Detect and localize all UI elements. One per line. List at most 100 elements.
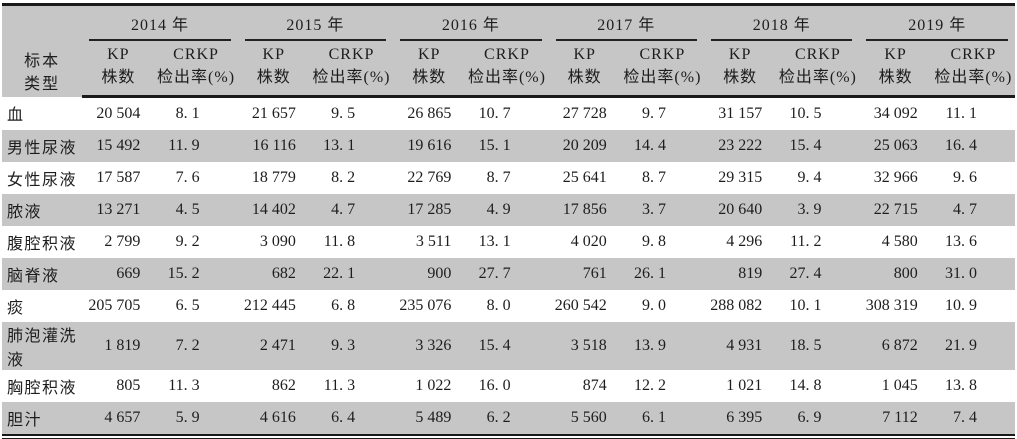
specimen-type-cell: 血 xyxy=(7,107,25,125)
specimen-type-cell: 胆汁 xyxy=(7,412,43,429)
table-row: 女性尿液 17 587 7. 6 18 779 8. 2 22 769 8. 7 25 641… xyxy=(2,162,1015,194)
kp-count-cell: 308 319 xyxy=(865,297,918,314)
crkp-rate-header: CRKP 检出率(%) xyxy=(620,41,705,98)
crkp-rate-cell: 15. 4 xyxy=(789,137,822,154)
kp-count-cell: 761 xyxy=(582,265,607,282)
year-label: 2015 年 xyxy=(244,6,387,41)
crkp-rate-cell: 31. 0 xyxy=(945,265,977,282)
crkp-rate-cell: 13. 9 xyxy=(634,337,667,354)
crkp-rate-cell: 10. 5 xyxy=(789,105,822,122)
kp-count-cell: 25 063 xyxy=(873,137,918,154)
crkp-rate-cell: 6. 5 xyxy=(175,297,200,314)
crkp-rate-cell: 11. 2 xyxy=(790,233,822,250)
kp-count-cell: 4 616 xyxy=(259,409,296,426)
crkp-rate-cell: 13. 1 xyxy=(323,137,356,154)
specimen-type-cell: 女性尿液 xyxy=(7,172,78,189)
specimen-type-cell: 痰 xyxy=(7,300,25,317)
kp-count-cell: 34 092 xyxy=(873,105,918,122)
crkp-rate-cell: 13. 1 xyxy=(478,233,511,250)
kp-count-cell: 26 865 xyxy=(407,105,452,122)
specimen-type-cell: 肺泡灌洗液 xyxy=(7,328,78,369)
kp-count-cell: 235 076 xyxy=(399,297,452,314)
crkp-rate-cell: 15. 2 xyxy=(167,265,200,282)
crkp-rate-cell: 8. 7 xyxy=(486,169,511,186)
kp-count-cell: 669 xyxy=(116,265,141,282)
crkp-rate-cell: 7. 4 xyxy=(953,409,977,426)
kp-count-cell: 900 xyxy=(427,265,452,282)
year-label: 2018 年 xyxy=(711,6,853,41)
kp-count-cell: 682 xyxy=(271,265,296,282)
table-row: 脓液 13 271 4. 5 14 402 4. 7 17 285 4. 9 17 856 3.… xyxy=(2,194,1015,226)
crkp-rate-cell: 9. 7 xyxy=(642,105,667,122)
kp-sub-label: 株数 xyxy=(567,69,602,86)
table-row: 胆汁 4 657 5. 9 4 616 6. 4 5 489 6. 2 5 560 6. 1 6 … xyxy=(2,402,1015,435)
kp-count-cell: 205 705 xyxy=(88,297,141,314)
kp-count-cell: 6 395 xyxy=(726,409,763,426)
crkp-rate-cell: 9. 0 xyxy=(642,297,667,314)
crkp-rate-cell: 5. 9 xyxy=(175,409,200,426)
crkp-rate-header: CRKP 检出率(%) xyxy=(154,41,238,98)
kp-count-cell: 4 296 xyxy=(726,233,763,250)
crkp-rate-cell: 27. 4 xyxy=(789,265,822,282)
kp-count-cell: 18 779 xyxy=(251,169,296,186)
specimen-type-header: 标本 类型 xyxy=(2,4,83,97)
year-header: 2019 年 xyxy=(859,4,1015,41)
crkp-rate-cell: 15. 1 xyxy=(478,137,511,154)
crkp-rate-cell: 9. 8 xyxy=(642,233,667,250)
crkp-rate-header: CRKP 检出率(%) xyxy=(465,41,549,98)
kp-count-cell: 4 931 xyxy=(726,337,763,354)
kp-count-cell: 17 285 xyxy=(407,201,452,218)
crkp-rate-cell: 10. 1 xyxy=(789,297,822,314)
crkp-sub-label: 检出率(%) xyxy=(934,69,1013,86)
crkp-label: CRKP xyxy=(173,45,219,63)
kp-count-cell: 3 518 xyxy=(570,337,607,354)
year-header: 2017 年 xyxy=(548,4,705,41)
kp-count-cell: 3 511 xyxy=(415,233,452,250)
kp-count-cell: 819 xyxy=(738,265,763,282)
crkp-rate-header: CRKP 检出率(%) xyxy=(931,41,1015,98)
kp-count-cell: 17 856 xyxy=(562,201,607,218)
kp-count-cell: 25 641 xyxy=(562,169,607,186)
kp-count-header: KP 株数 xyxy=(704,41,777,98)
crkp-rate-cell: 11. 1 xyxy=(945,105,977,122)
table-row: 男性尿液 15 492 11. 9 16 116 13. 1 19 616 15. 1 20 … xyxy=(2,130,1015,162)
kp-count-cell: 4 657 xyxy=(104,409,141,426)
crkp-rate-header: CRKP 检出率(%) xyxy=(309,41,394,98)
crkp-rate-cell: 8. 0 xyxy=(486,297,511,314)
year-header-row: 标本 类型 2014 年 2015 年 2016 年 2017 年 2018 年… xyxy=(2,4,1015,97)
table-row: 胸腔积液 805 11. 3 862 11. 3 1 022 16. 0 874 12. 2 1 … xyxy=(2,370,1015,402)
subheader-row: KP 株数 CRKP 检出率(%) KP 株数 CRKP 检出率(%) KP 株数 CRK… xyxy=(2,41,1015,98)
table-row: 肺泡灌洗液 1 819 7. 2 2 471 9. 3 3 326 15. 4 3 518 13… xyxy=(2,322,1015,370)
year-header: 2016 年 xyxy=(393,4,549,41)
crkp-rate-cell: 26. 1 xyxy=(634,265,667,282)
kp-count-cell: 23 222 xyxy=(718,137,763,154)
kp-label: KP xyxy=(107,45,130,63)
kp-count-header: KP 株数 xyxy=(548,41,621,98)
crkp-label: CRKP xyxy=(950,45,997,63)
crkp-rate-cell: 13. 8 xyxy=(945,377,977,394)
crkp-sub-label: 检出率(%) xyxy=(157,69,236,86)
kp-count-cell: 31 157 xyxy=(718,105,763,122)
crkp-rate-cell: 7. 2 xyxy=(175,337,200,354)
kp-count-cell: 20 504 xyxy=(96,105,141,122)
crkp-rate-cell: 10. 7 xyxy=(478,105,511,122)
table-row: 脑脊液 669 15. 2 682 22. 1 900 27. 7 761 26. 1 819 27… xyxy=(2,258,1015,290)
kp-label: KP xyxy=(884,45,907,63)
specimen-type-cell: 腹腔积液 xyxy=(7,236,78,253)
kp-count-cell: 2 799 xyxy=(104,233,141,250)
kp-count-cell: 800 xyxy=(893,265,918,282)
crkp-rate-cell: 13. 6 xyxy=(945,233,977,250)
crkp-rate-cell: 14. 4 xyxy=(634,137,667,154)
table-row: 腹腔积液 2 799 9. 2 3 090 11. 8 3 511 13. 1 4 020 9.… xyxy=(2,226,1015,258)
kp-count-header: KP 株数 xyxy=(393,41,466,98)
crkp-rate-cell: 3. 9 xyxy=(797,201,822,218)
year-label: 2014 年 xyxy=(89,6,231,41)
kp-count-cell: 32 966 xyxy=(873,169,918,186)
kp-count-cell: 862 xyxy=(271,377,296,394)
kp-count-cell: 1 045 xyxy=(881,377,918,394)
crkp-rate-cell: 6. 8 xyxy=(331,297,356,314)
crkp-rate-cell: 15. 4 xyxy=(478,337,511,354)
kp-count-cell: 6 872 xyxy=(881,337,918,354)
kp-count-cell: 17 587 xyxy=(96,169,141,186)
kp-count-header: KP 株数 xyxy=(82,41,155,98)
